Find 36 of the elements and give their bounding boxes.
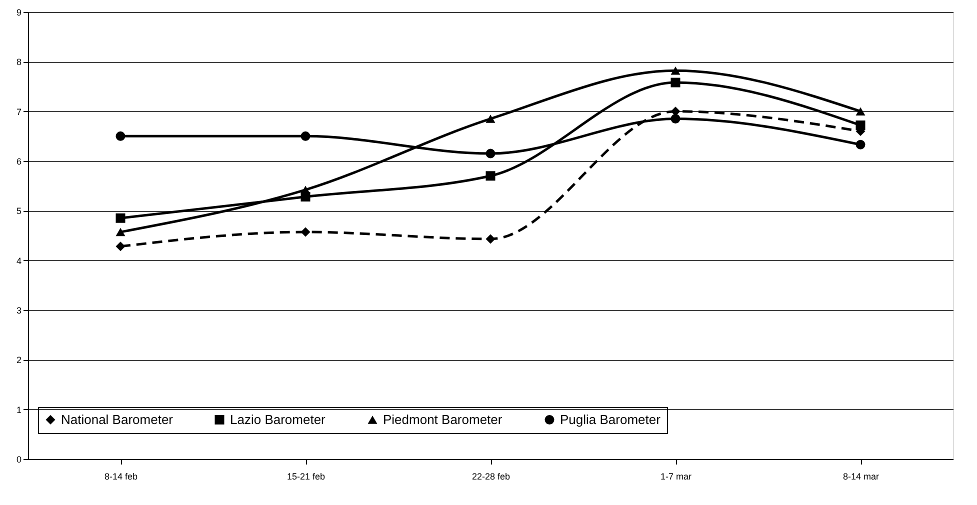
legend-label: Puglia Barometer [560, 412, 662, 427]
legend-label: Lazio Barometer [230, 412, 326, 427]
x-tick-label: 8-14 feb [104, 472, 138, 482]
point [486, 171, 496, 181]
legend-label: Piedmont Barometer [383, 412, 503, 427]
point [670, 78, 680, 88]
y-tick-label: 6 [16, 156, 22, 166]
x-tick-label: 22-28 feb [472, 472, 510, 482]
y-tick-label: 8 [16, 57, 22, 68]
point [486, 234, 496, 244]
point [300, 227, 310, 237]
point [116, 242, 126, 252]
point [856, 120, 866, 130]
point [116, 228, 126, 236]
y-tick-label: 4 [16, 256, 22, 266]
legend-label: National Barometer [61, 412, 174, 427]
point [670, 66, 680, 75]
point [116, 131, 126, 141]
point [486, 148, 496, 158]
point [486, 114, 496, 123]
x-tick-label: 1-7 mar [660, 472, 692, 482]
y-tick-label: 2 [16, 355, 22, 366]
point [856, 107, 866, 116]
y-tick-label: 1 [16, 404, 22, 415]
y-tick-label: 0 [16, 454, 22, 464]
point [300, 186, 310, 194]
x-tick-label: 8-14 mar [842, 472, 880, 482]
y-tick-label: 3 [16, 306, 22, 316]
point [856, 140, 866, 150]
y-tick-label: 9 [16, 8, 22, 18]
y-tick-label: 5 [16, 206, 22, 216]
point [300, 131, 310, 141]
y-tick-label: 7 [16, 106, 22, 117]
x-tick-label: 15-21 feb [286, 472, 326, 482]
point [670, 114, 680, 124]
point [116, 213, 126, 223]
